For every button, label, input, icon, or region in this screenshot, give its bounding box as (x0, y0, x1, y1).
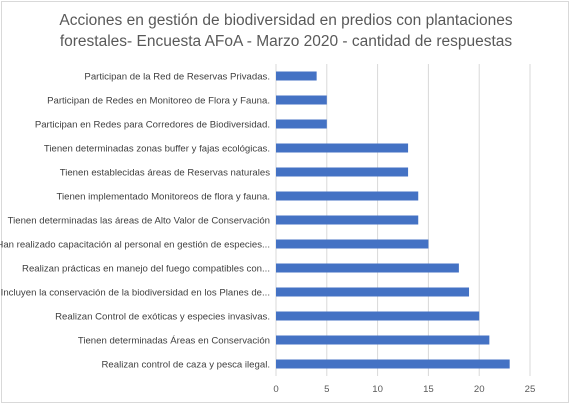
bar (276, 95, 327, 105)
category-label: Tienen determinadas zonas buffer y fajas… (44, 144, 270, 155)
bar (276, 287, 470, 297)
category-label: Realizan prácticas en manejo del fuego c… (22, 264, 270, 275)
category-label: Participan en Redes para Corredores de B… (35, 120, 270, 131)
x-tick-label: 25 (525, 384, 536, 395)
bar (276, 263, 459, 273)
bar (276, 143, 409, 153)
bar (276, 311, 480, 321)
category-label: Incluyen la conservación de la biodivers… (1, 288, 270, 299)
x-tick-label: 0 (273, 384, 278, 395)
chart-title: Acciones en gestión de biodiversidad en … (0, 10, 572, 52)
bar (276, 167, 409, 177)
category-label: Realizan control de caza y pesca ilegal. (101, 360, 270, 371)
category-label: Participan de la Red de Reservas Privada… (84, 72, 270, 83)
bar (276, 71, 317, 81)
x-tick-label: 10 (372, 384, 383, 395)
bar (276, 191, 419, 201)
x-tick-label: 5 (324, 384, 329, 395)
category-label: Tienen establecidas áreas de Reservas na… (60, 168, 270, 179)
bar (276, 239, 429, 249)
bar (276, 215, 419, 225)
bar (276, 335, 490, 345)
category-label: Participan de Redes en Monitoreo de Flor… (47, 96, 270, 107)
category-label: Tienen implementado Monitoreos de flora … (57, 192, 271, 203)
x-tick-labels: 0 5 10 15 20 25 (273, 384, 535, 395)
bars (276, 71, 510, 369)
category-label: Tienen determinadas las áreas de Alto Va… (8, 216, 270, 227)
category-label: Tienen determinadas Áreas en Conservació… (78, 336, 270, 347)
x-tick-label: 15 (423, 384, 434, 395)
bar (276, 119, 327, 129)
bar (276, 359, 510, 369)
category-label: Han realizado capacitación al personal e… (0, 240, 270, 251)
chart-title-line-2: forestales- Encuesta AFoA - Marzo 2020 -… (59, 33, 513, 50)
chart-title-line-1: Acciones en gestión de biodiversidad en … (59, 12, 513, 29)
x-tick-label: 20 (474, 384, 485, 395)
category-labels: Participan de la Red de Reservas Privada… (0, 72, 270, 371)
category-label: Realizan Control de exóticas y especies … (55, 312, 270, 323)
